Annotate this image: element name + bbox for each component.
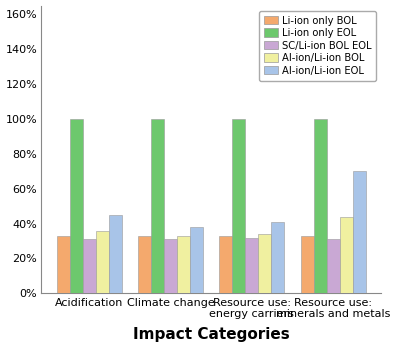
Legend: Li-ion only BOL, Li-ion only EOL, SC/Li-ion BOL EOL, Al-ion/Li-ion BOL, Al-ion/L: Li-ion only BOL, Li-ion only EOL, SC/Li-… <box>258 10 376 80</box>
Bar <box>219 236 232 293</box>
X-axis label: Impact Categories: Impact Categories <box>133 327 290 342</box>
Bar <box>314 119 326 293</box>
Bar <box>245 238 258 293</box>
Bar <box>164 239 177 293</box>
Bar <box>138 236 151 293</box>
Bar <box>151 119 164 293</box>
Bar <box>83 239 96 293</box>
Bar <box>326 239 340 293</box>
Bar <box>109 215 122 293</box>
Bar <box>70 119 83 293</box>
Bar <box>96 231 109 293</box>
Bar <box>190 227 203 293</box>
Bar <box>352 171 366 293</box>
Bar <box>300 236 314 293</box>
Bar <box>232 119 245 293</box>
Bar <box>271 222 284 293</box>
Bar <box>258 234 271 293</box>
Bar <box>177 236 190 293</box>
Bar <box>57 236 70 293</box>
Bar <box>340 216 352 293</box>
